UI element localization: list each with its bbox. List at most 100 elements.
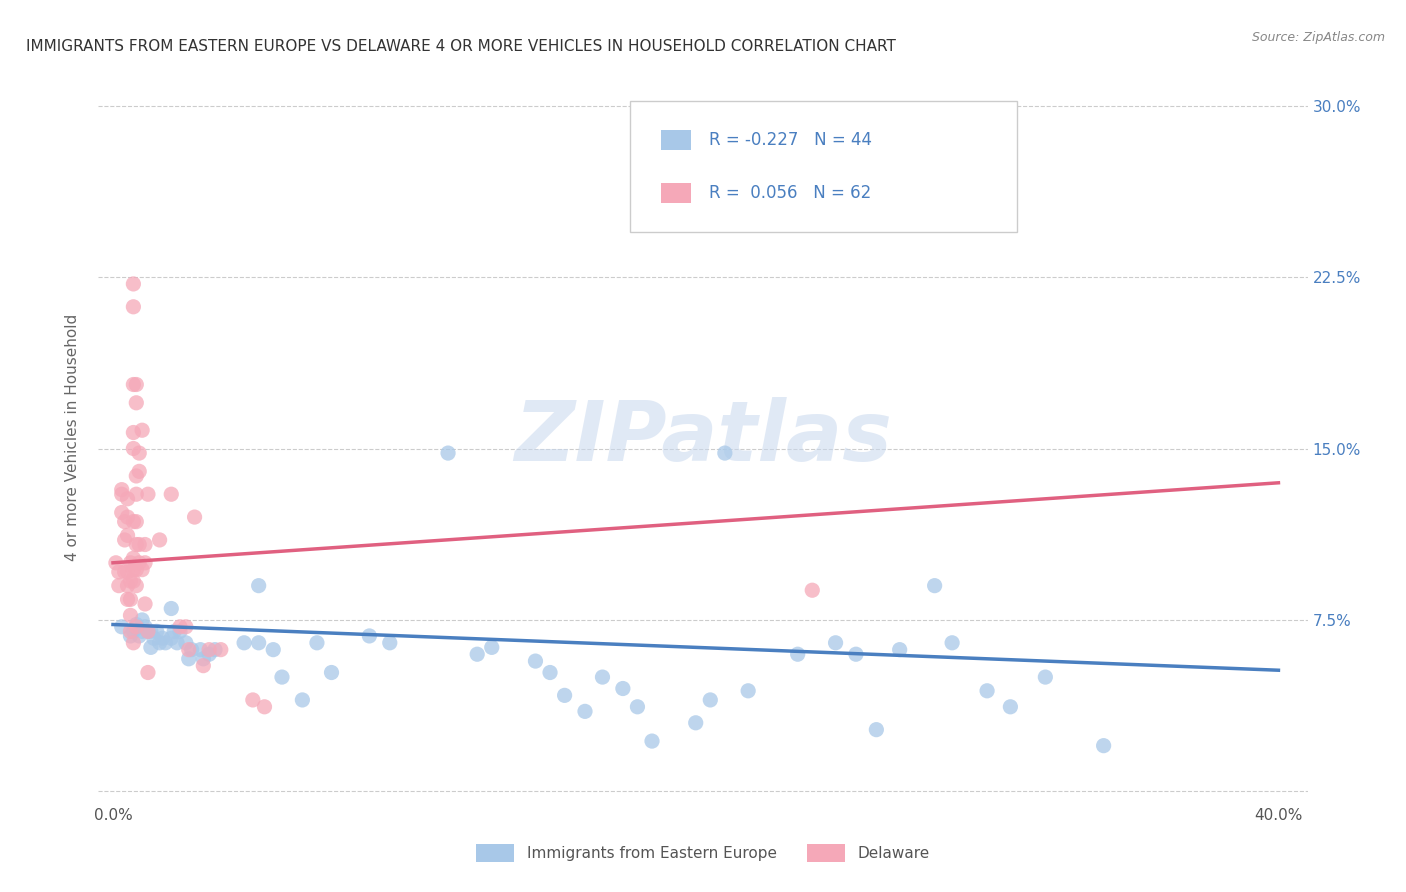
Point — [111, 620, 134, 634]
Point — [125, 469, 148, 483]
Point — [889, 642, 911, 657]
Point — [128, 464, 150, 478]
Point — [136, 624, 159, 639]
Point — [122, 551, 145, 566]
Point — [120, 624, 142, 639]
Point — [465, 647, 488, 661]
Text: R = -0.227   N = 44: R = -0.227 N = 44 — [709, 131, 872, 149]
Point — [242, 693, 264, 707]
Point — [136, 624, 159, 639]
Point — [198, 647, 221, 661]
Point — [125, 563, 148, 577]
Point — [1033, 670, 1056, 684]
Point — [209, 642, 232, 657]
Point — [321, 665, 343, 680]
Point — [845, 647, 868, 661]
Point — [359, 629, 381, 643]
FancyBboxPatch shape — [630, 101, 1018, 232]
Point — [924, 579, 946, 593]
Point — [122, 377, 145, 392]
Point — [149, 533, 172, 547]
Point — [139, 640, 162, 655]
Point — [305, 636, 328, 650]
Point — [122, 574, 145, 588]
Point — [592, 670, 614, 684]
Point — [824, 636, 846, 650]
Point — [524, 654, 547, 668]
Point — [122, 300, 145, 314]
Point — [574, 705, 596, 719]
Point — [481, 640, 503, 655]
Point — [122, 624, 145, 639]
Point — [125, 487, 148, 501]
Point — [160, 632, 183, 646]
Point — [612, 681, 634, 696]
Point — [125, 579, 148, 593]
Text: ZIPatlas: ZIPatlas — [515, 397, 891, 477]
Point — [134, 620, 156, 634]
Point — [125, 377, 148, 392]
Point — [786, 647, 808, 661]
Point — [122, 425, 145, 440]
Point — [114, 565, 136, 579]
Point — [198, 642, 221, 657]
Point — [262, 642, 284, 657]
Point — [117, 528, 139, 542]
Point — [177, 652, 200, 666]
Point — [117, 565, 139, 579]
Point — [128, 537, 150, 551]
Point — [122, 442, 145, 456]
Point — [136, 487, 159, 501]
Point — [865, 723, 887, 737]
Point — [104, 556, 127, 570]
Point — [125, 537, 148, 551]
Point — [120, 556, 142, 570]
Point — [120, 592, 142, 607]
Point — [142, 632, 165, 646]
Point — [125, 620, 148, 634]
Point — [737, 683, 759, 698]
Point — [166, 636, 188, 650]
Point — [160, 487, 183, 501]
FancyBboxPatch shape — [661, 183, 692, 203]
Point — [163, 624, 186, 639]
Point — [139, 624, 162, 639]
Point — [174, 636, 197, 650]
Point — [247, 579, 270, 593]
Point — [699, 693, 721, 707]
Point — [120, 574, 142, 588]
Point — [1092, 739, 1115, 753]
Point — [271, 670, 294, 684]
Point — [169, 620, 191, 634]
Point — [538, 665, 561, 680]
Point — [193, 652, 215, 666]
Point — [131, 423, 153, 437]
Point — [111, 487, 134, 501]
Point — [108, 579, 131, 593]
Point — [122, 636, 145, 650]
Point — [125, 515, 148, 529]
Point — [685, 715, 707, 730]
Point — [114, 533, 136, 547]
Point — [117, 592, 139, 607]
Point — [169, 624, 191, 639]
Text: Source: ZipAtlas.com: Source: ZipAtlas.com — [1251, 31, 1385, 45]
Point — [125, 396, 148, 410]
Point — [204, 642, 226, 657]
Point — [108, 565, 131, 579]
Point — [233, 636, 256, 650]
Point — [160, 601, 183, 615]
Legend: Immigrants from Eastern Europe, Delaware: Immigrants from Eastern Europe, Delaware — [470, 838, 936, 868]
Point — [437, 446, 460, 460]
Point — [714, 446, 737, 460]
Point — [193, 658, 215, 673]
Point — [291, 693, 314, 707]
Point — [626, 699, 648, 714]
Point — [1000, 699, 1022, 714]
Point — [117, 491, 139, 506]
Point — [128, 556, 150, 570]
Point — [122, 563, 145, 577]
Point — [378, 636, 401, 650]
Point — [131, 624, 153, 639]
Y-axis label: 4 or more Vehicles in Household: 4 or more Vehicles in Household — [65, 313, 80, 561]
